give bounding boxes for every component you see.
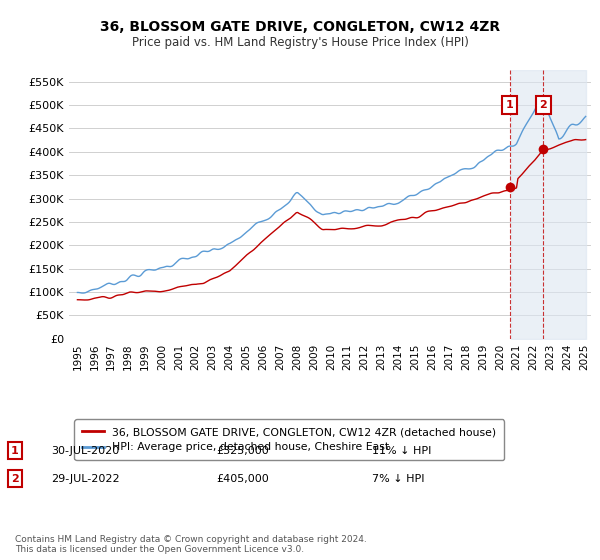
Legend: 36, BLOSSOM GATE DRIVE, CONGLETON, CW12 4ZR (detached house), HPI: Average price: 36, BLOSSOM GATE DRIVE, CONGLETON, CW12 … (74, 419, 504, 460)
Text: 11% ↓ HPI: 11% ↓ HPI (372, 446, 431, 456)
Text: 36, BLOSSOM GATE DRIVE, CONGLETON, CW12 4ZR: 36, BLOSSOM GATE DRIVE, CONGLETON, CW12 … (100, 20, 500, 34)
Text: £325,000: £325,000 (216, 446, 269, 456)
Text: 7% ↓ HPI: 7% ↓ HPI (372, 474, 425, 484)
Text: £405,000: £405,000 (216, 474, 269, 484)
Text: 29-JUL-2022: 29-JUL-2022 (51, 474, 119, 484)
Text: 2: 2 (11, 474, 19, 484)
Text: 1: 1 (11, 446, 19, 456)
Text: 30-JUL-2020: 30-JUL-2020 (51, 446, 119, 456)
Text: Price paid vs. HM Land Registry's House Price Index (HPI): Price paid vs. HM Land Registry's House … (131, 36, 469, 49)
Text: 1: 1 (506, 100, 514, 110)
Text: 2: 2 (539, 100, 547, 110)
Text: Contains HM Land Registry data © Crown copyright and database right 2024.
This d: Contains HM Land Registry data © Crown c… (15, 535, 367, 554)
